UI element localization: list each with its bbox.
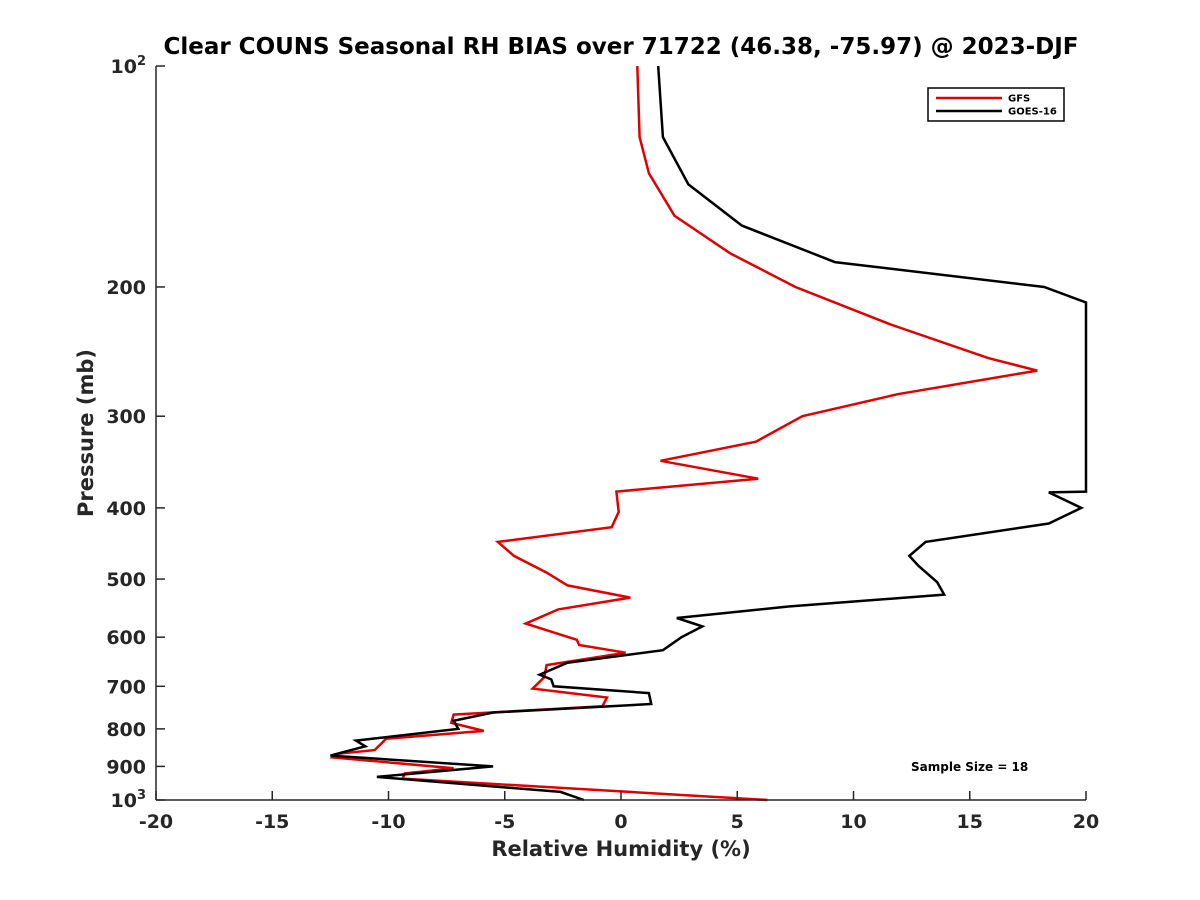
plot-series-group [329, 65, 1088, 802]
series-line-gfs [329, 65, 1038, 802]
legend-label-gfs: GFS [1008, 94, 1030, 105]
x-tick-label: 5 [731, 811, 744, 833]
legend: GFS GOES-16 [927, 87, 1065, 122]
y-tick-label: 900 [106, 756, 146, 778]
y-tick-label: 102 [111, 54, 147, 78]
x-tick-label: -10 [371, 811, 405, 833]
y-tick-label: 103 [111, 788, 147, 812]
y-tick-label: 500 [106, 569, 146, 591]
chart-title: Clear COUNS Seasonal RH BIAS over 71722 … [163, 34, 1078, 60]
x-tick-label: -5 [494, 811, 515, 833]
x-tick-label: 0 [614, 811, 627, 833]
x-tick-label: 20 [1073, 811, 1099, 833]
y-tick-label: 700 [106, 676, 146, 698]
x-tick-label: -15 [255, 811, 289, 833]
sample-size-annotation: Sample Size = 18 [911, 760, 1028, 774]
y-tick-label: 800 [106, 719, 146, 741]
x-tick-label: -20 [139, 811, 173, 833]
y-tick-label: 200 [106, 277, 146, 299]
series-line-goes16 [330, 65, 1088, 802]
x-axis-label: Relative Humidity (%) [491, 837, 750, 861]
legend-label-goes16: GOES-16 [1008, 107, 1057, 118]
axes-group: -20 -15 -10 -5 0 5 10 15 20 102 200 300 400 500 600 700… [106, 54, 1099, 833]
y-tick-label: 400 [106, 498, 146, 520]
x-tick-label: 15 [957, 811, 983, 833]
legend-box [927, 87, 1065, 122]
y-tick-label: 300 [106, 406, 146, 428]
x-tick-label: 10 [840, 811, 866, 833]
y-tick-label: 600 [106, 627, 146, 649]
y-axis-label: Pressure (mb) [74, 349, 98, 517]
